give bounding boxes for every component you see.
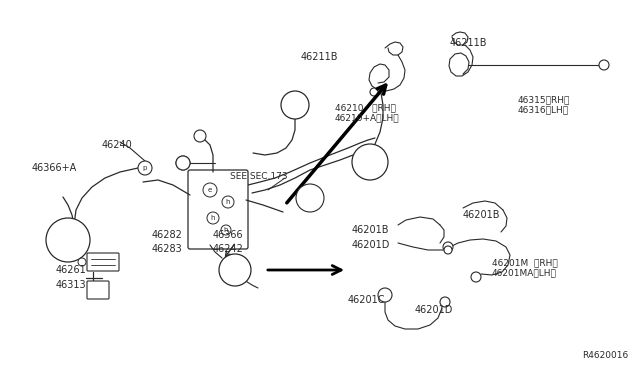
Text: 46366: 46366 [213,230,244,240]
Text: 46283: 46283 [152,244,183,254]
Text: p: p [143,165,147,171]
Text: 46201M  〈RH〉
46201MA〈LH〉: 46201M 〈RH〉 46201MA〈LH〉 [492,258,557,278]
Text: 46313: 46313 [56,280,86,290]
Text: 46201B: 46201B [352,225,390,235]
Circle shape [471,272,481,282]
Text: 46201B: 46201B [463,210,500,220]
Circle shape [352,144,388,180]
Text: h: h [226,199,230,205]
Circle shape [281,91,309,119]
Text: 46242: 46242 [213,244,244,254]
Text: h: h [211,215,215,221]
Text: e: e [208,187,212,193]
Text: h: h [224,227,228,233]
FancyBboxPatch shape [188,170,248,249]
Circle shape [194,130,206,142]
Circle shape [46,218,90,262]
Circle shape [78,258,86,266]
Circle shape [378,288,392,302]
FancyBboxPatch shape [87,253,119,271]
Text: SEE SEC.173: SEE SEC.173 [230,172,287,181]
Circle shape [370,88,378,96]
Circle shape [444,246,452,254]
Text: R4620016: R4620016 [582,351,628,360]
Text: 46201C: 46201C [348,295,385,305]
Text: 46366+A: 46366+A [32,163,77,173]
Text: 46201D: 46201D [352,240,390,250]
Circle shape [599,60,609,70]
Circle shape [176,156,190,170]
Text: 46211B: 46211B [301,52,338,62]
FancyBboxPatch shape [87,281,109,299]
Text: 46282: 46282 [152,230,183,240]
Circle shape [207,212,219,224]
Text: 46240: 46240 [102,140,132,150]
Circle shape [296,184,324,212]
Text: 46201D: 46201D [415,305,453,315]
Circle shape [222,196,234,208]
Circle shape [219,254,251,286]
Circle shape [203,183,217,197]
Circle shape [221,225,231,235]
Text: 46315〈RH〉
46316〈LH〉: 46315〈RH〉 46316〈LH〉 [518,95,570,115]
Text: 46211B: 46211B [450,38,488,48]
Text: p: p [181,160,185,166]
Circle shape [138,161,152,175]
Text: 46261: 46261 [56,265,87,275]
Circle shape [176,156,190,170]
Text: 46210   〈RH〉
46210+A〈LH〉: 46210 〈RH〉 46210+A〈LH〉 [335,103,399,122]
Circle shape [440,297,450,307]
Circle shape [443,242,453,252]
